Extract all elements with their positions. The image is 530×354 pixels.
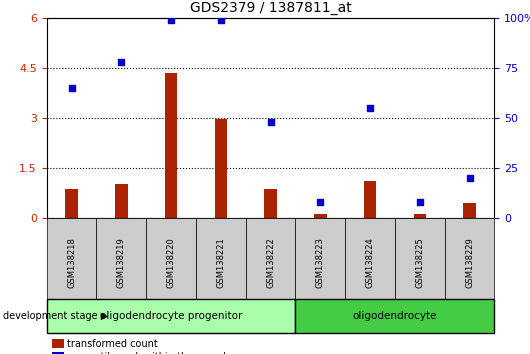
Text: oligodendrocyte: oligodendrocyte xyxy=(353,311,437,321)
Point xyxy=(465,175,474,181)
Text: transformed count: transformed count xyxy=(67,339,157,349)
Text: GSM138229: GSM138229 xyxy=(465,237,474,288)
Point xyxy=(217,17,225,23)
Text: GSM138218: GSM138218 xyxy=(67,237,76,288)
Bar xyxy=(314,214,326,218)
Text: GSM138223: GSM138223 xyxy=(316,237,325,288)
Point xyxy=(266,119,275,125)
Point xyxy=(117,59,126,64)
Text: GSM138219: GSM138219 xyxy=(117,237,126,288)
Text: GSM138221: GSM138221 xyxy=(216,237,225,288)
Bar xyxy=(364,181,376,218)
Text: development stage ▶: development stage ▶ xyxy=(3,311,108,321)
Text: oligodendrocyte progenitor: oligodendrocyte progenitor xyxy=(100,311,242,321)
Title: GDS2379 / 1387811_at: GDS2379 / 1387811_at xyxy=(190,1,351,15)
Bar xyxy=(215,119,227,218)
Point xyxy=(67,85,76,91)
Point xyxy=(316,199,324,205)
Bar xyxy=(264,189,277,218)
Text: GSM138220: GSM138220 xyxy=(166,237,175,288)
Bar xyxy=(115,184,128,218)
Point xyxy=(167,17,175,23)
Bar xyxy=(65,189,78,218)
Bar xyxy=(463,203,476,218)
Text: GSM138222: GSM138222 xyxy=(266,237,275,288)
Bar xyxy=(165,73,177,218)
Text: GSM138224: GSM138224 xyxy=(366,237,375,288)
Point xyxy=(416,199,424,205)
Point xyxy=(366,105,374,110)
Bar xyxy=(413,214,426,218)
Text: percentile rank within the sample: percentile rank within the sample xyxy=(67,352,232,354)
Text: GSM138225: GSM138225 xyxy=(416,237,425,288)
